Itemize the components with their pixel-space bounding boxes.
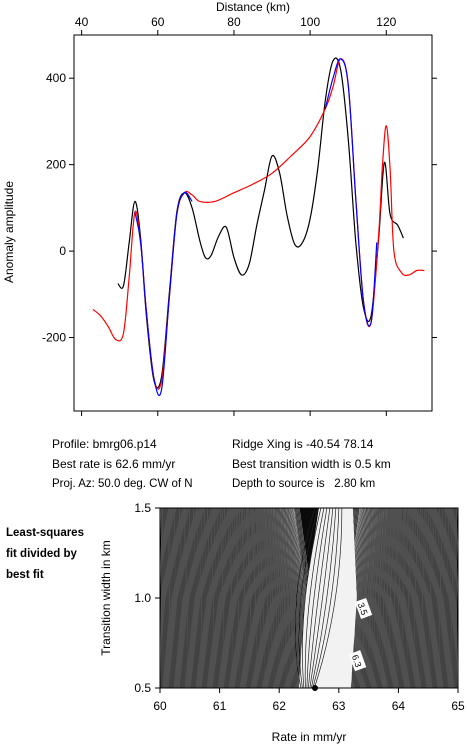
x-tick-label: 40 [75, 15, 89, 29]
x-tick-label: 62 [273, 699, 287, 713]
x-tick-label: 120 [376, 15, 396, 29]
series-line-2 [134, 191, 193, 396]
info-ridge-crossing: Ridge Xing is -40.54 78.14 [232, 437, 374, 451]
top-x-axis-label: Distance (km) [216, 0, 290, 14]
x-tick-label: 60 [153, 699, 167, 713]
info-projection-azimuth: Proj. Az: 50.0 deg. CW of N [52, 478, 193, 490]
info-depth: Depth to source is 2.80 km [232, 478, 376, 490]
y-tick-label: 0 [59, 244, 66, 258]
contour-lines [160, 508, 458, 688]
y-tick-label: -200 [42, 331, 66, 345]
side-label: Least-squares fit divided by best fit [6, 523, 106, 586]
x-tick-label: 60 [151, 15, 165, 29]
contour-labels: 3.5 6.3 [348, 597, 373, 672]
y-tick-label: 200 [46, 158, 66, 172]
top-y-ticks: 400 200 0 -200 [42, 71, 437, 345]
y-tick-label: 1.5 [134, 501, 151, 515]
top-x-ticks: 40 60 80 100 120 [75, 15, 397, 416]
series-line-2 [324, 58, 378, 327]
bottom-x-axis-label: Rate in mm/yr [272, 730, 347, 744]
y-tick-label: 0.5 [134, 681, 151, 695]
x-tick-label: 61 [213, 699, 227, 713]
top-series-lines [92, 57, 425, 396]
best-fit-marker [311, 685, 318, 691]
contour-label: 3.5 [354, 597, 373, 619]
top-plot-frame [73, 34, 433, 412]
side-label-line: best fit [6, 569, 44, 581]
x-tick-label: 80 [227, 15, 241, 29]
info-best-rate: Best rate is 62.6 mm/yr [52, 457, 176, 471]
series-line-1 [92, 58, 425, 390]
contour-label-bg [354, 597, 373, 619]
x-tick-label: 63 [332, 699, 346, 713]
top-y-axis-label: Anomaly amplitude [2, 181, 16, 283]
side-label-line: fit divided by [6, 548, 77, 560]
anomaly-profile-chart: 40 60 80 100 120 400 200 0 -200 Distance (km) A… [2, 0, 437, 416]
side-label-line: Least-squares [6, 527, 84, 539]
info-best-width: Best transition width is 0.5 km [232, 457, 391, 471]
y-tick-label: 1.0 [134, 591, 151, 605]
x-tick-label: 64 [392, 699, 406, 713]
bottom-y-axis-label: Transition width in km [99, 540, 113, 656]
x-tick-label: 100 [300, 15, 320, 29]
contour-label-text: 6.3 [350, 653, 364, 668]
contour-label-bg [348, 650, 367, 672]
series-line-0 [117, 57, 404, 389]
bottom-y-ticks: 0.5 1.0 1.5 [134, 501, 160, 695]
contour-label: 6.3 [348, 650, 367, 672]
bottom-x-ticks: 60 61 62 63 64 65 [153, 688, 465, 713]
y-tick-label: 400 [46, 71, 66, 85]
misfit-contour-chart: 60 61 62 63 64 65 0.5 1.0 1.5 3.5 6.3 Rate in mm… [99, 501, 465, 744]
contour-label-text: 3.5 [356, 601, 370, 616]
info-profile: Profile: bmrg06.p14 [52, 437, 157, 451]
contour-valley [298, 508, 357, 688]
x-tick-label: 65 [451, 699, 465, 713]
contour-valley-lines [294, 508, 343, 688]
